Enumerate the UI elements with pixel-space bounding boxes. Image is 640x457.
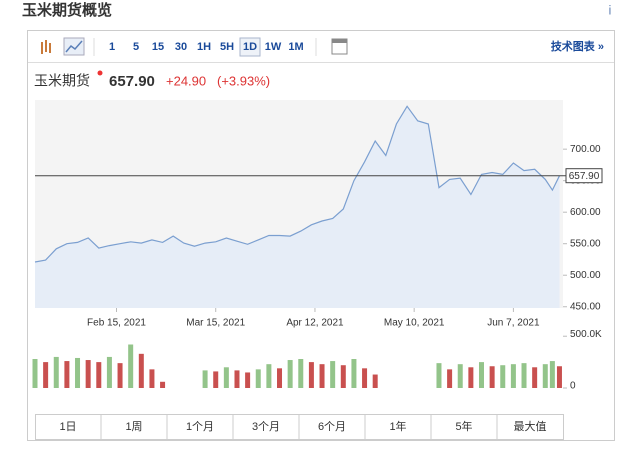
volume-bar [202,370,208,388]
x-tick-label: Feb 15, 2021 [87,318,146,329]
last-price: 657.90 [109,73,155,90]
y-tick-label: 600.00 [570,207,601,218]
volume-bar [213,371,219,388]
volume-bar [277,368,283,388]
volume-bar [255,369,261,388]
line-icon[interactable] [65,40,83,53]
interval-button[interactable]: 1W [265,41,282,53]
volume-bar [319,364,325,388]
volume-bar [234,370,240,388]
x-tick-label: May 10, 2021 [384,318,445,329]
volume-bar [149,369,155,388]
volume-bar [298,359,304,388]
period-button[interactable]: 最大值 [514,419,547,433]
volume-bar [308,362,314,388]
volume-bar [362,368,368,388]
info-icon[interactable]: i [609,2,612,17]
volume-bar [489,366,495,388]
chart-type-icons[interactable] [41,37,348,56]
x-tick-label: Jun 7, 2021 [487,318,540,329]
x-tick-label: Apr 12, 2021 [286,318,344,329]
period-button[interactable]: 1日 [59,421,76,433]
volume-bar [330,361,336,388]
y-tick-label: 450.00 [570,301,601,312]
interval-button[interactable]: 30 [175,41,187,53]
volume-bar [128,344,134,388]
interval-selected [239,37,261,57]
volume-bar [106,356,112,388]
x-tick-label: Mar 15, 2021 [186,318,245,329]
volume-bar [549,361,555,388]
volume-bar [53,356,59,388]
volume-bar [478,362,484,388]
volume-bar [436,363,442,388]
interval-button[interactable]: 1H [197,41,211,53]
interval-button[interactable]: 1M [288,41,303,53]
period-button[interactable]: 6个月 [318,420,346,433]
volume-bar [64,361,70,388]
last-price-box [565,168,603,184]
price-change: +24.90 [166,73,206,88]
volume-bar [43,362,49,388]
volume-bar [351,359,357,388]
volume-bar [160,381,166,388]
volume-bar [117,363,123,388]
page-title: 玉米期货概览 [22,1,112,19]
interval-button[interactable]: 5 [133,41,139,53]
last-price-label: 657.90 [569,171,600,182]
interval-button[interactable]: 1 [109,41,115,53]
volume-bar [75,357,81,388]
volume-bar [340,365,346,388]
volume-y-tick-label: 500.0K [570,329,602,340]
calendar-icon-top [332,39,347,43]
live-dot [97,70,103,76]
volume-bar [266,364,272,388]
volume-bar [468,367,474,388]
volume-bar [510,364,516,388]
y-tick-label: 550.00 [570,238,601,249]
y-tick-label: 700.00 [570,144,601,155]
interval-button[interactable]: 1D [243,41,257,53]
y-tick-label: 500.00 [570,270,601,281]
price-area [35,106,560,308]
period-button[interactable]: 1年 [389,419,406,433]
instrument-name: 玉米期货 [34,73,90,89]
volume-bar [138,353,144,388]
volume-bar [556,366,562,388]
volume-bar [223,367,229,388]
period-button[interactable]: 1周 [125,420,142,433]
volume-bar [372,374,378,388]
period-button[interactable]: 5年 [455,419,472,433]
technical-chart-link[interactable]: 技术图表 » [551,39,604,53]
volume-bar [532,367,538,388]
volume-bar [457,364,463,388]
period-button[interactable]: 3个月 [252,420,280,433]
line-icon-box[interactable] [63,37,85,56]
volume-bar [521,363,527,388]
volume-bar [96,362,102,388]
period-button[interactable]: 1个月 [186,420,214,433]
volume-bar [500,365,506,388]
volume-bar [287,360,293,388]
volume-bar [32,359,38,388]
interval-button[interactable]: 5H [220,41,234,53]
candle-icon[interactable] [41,40,51,54]
price-line [34,105,561,263]
interval-button[interactable]: 15 [152,41,164,53]
volume-bar [85,360,91,388]
volume-bar [447,369,453,388]
volume-bar [542,364,548,388]
volume-y-tick-label: 0 [570,381,576,392]
price-change-pct: (+3.93%) [217,73,270,88]
volume-bar [245,372,251,388]
